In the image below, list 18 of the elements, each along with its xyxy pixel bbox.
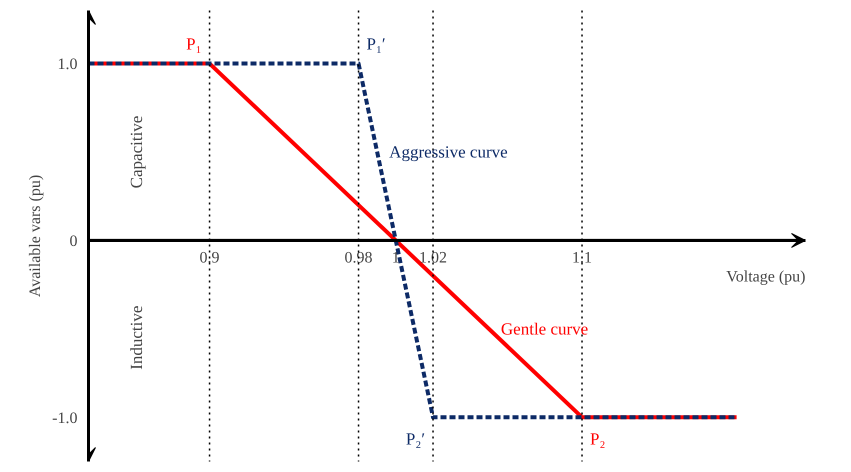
x-axis-title: Voltage (pu): [726, 268, 806, 286]
x-tick-label: 0.98: [344, 249, 373, 266]
annotation: P₁′: [366, 34, 386, 54]
x-tick-label: 1: [392, 249, 400, 266]
annotation: Capacitive: [127, 116, 146, 188]
y-axis-title: Available vars (pu): [27, 174, 44, 298]
x-tick-label: 1.02: [419, 249, 448, 266]
annotation: Inductive: [127, 306, 146, 370]
annotation: P₂: [590, 429, 606, 448]
series-label: Aggressive curve: [389, 142, 508, 162]
series-label: Gentle curve: [500, 319, 588, 338]
y-tick-label: 1.0: [58, 56, 78, 74]
x-tick-label: 0.9: [200, 249, 220, 266]
annotation: P₁: [186, 34, 202, 54]
y-tick-label: -1.0: [52, 410, 78, 427]
annotation: P₂′: [406, 429, 426, 448]
x-tick-label: 1.1: [572, 249, 592, 266]
y-tick-label: 0: [70, 232, 78, 250]
